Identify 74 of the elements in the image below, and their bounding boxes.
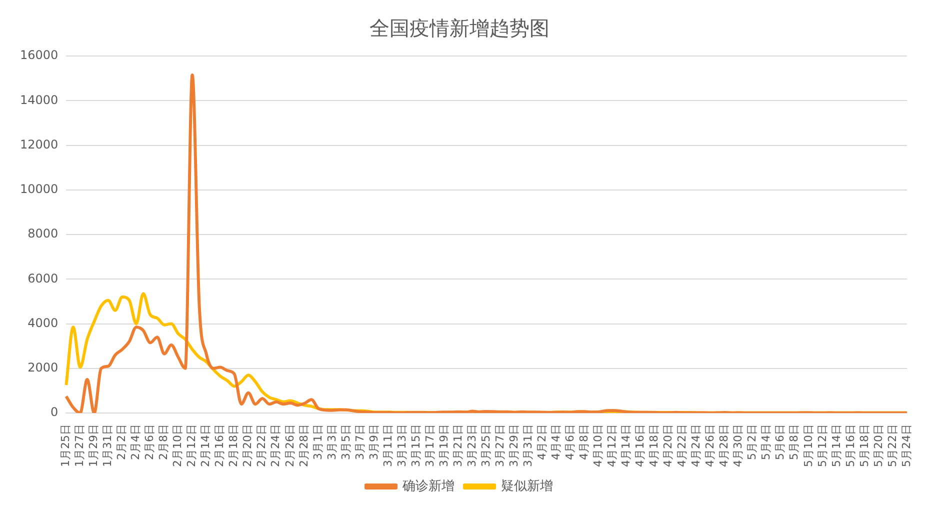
x-tick-label: 3月23日	[465, 424, 478, 468]
x-tick-label: 2月18日	[227, 424, 240, 468]
x-tick-label: 4月30日	[732, 424, 745, 468]
x-tick-label: 3月15日	[409, 424, 422, 468]
y-tick-label: 6000	[28, 271, 58, 286]
x-tick-label: 2月26日	[283, 424, 296, 468]
x-tick-label: 5月4日	[760, 424, 773, 460]
x-tick-label: 5月10日	[802, 424, 815, 468]
legend-label: 确诊新增	[402, 478, 454, 494]
x-tick-label: 3月1日	[311, 424, 324, 460]
x-tick-label: 3月11日	[381, 424, 394, 468]
x-tick-label: 4月6日	[564, 424, 577, 460]
x-tick-label: 2月24日	[269, 424, 282, 468]
x-tick-label: 4月2日	[536, 424, 548, 460]
x-tick-label: 5月12日	[816, 424, 829, 468]
x-tick-label: 3月5日	[339, 424, 352, 460]
x-tick-label: 3月9日	[367, 424, 380, 460]
x-tick-label: 4月28日	[718, 424, 731, 468]
x-tick-label: 4月4日	[550, 424, 563, 460]
x-tick-label: 4月18日	[648, 424, 661, 468]
x-tick-label: 5月14日	[830, 424, 843, 468]
x-tick-label: 4月20日	[662, 424, 675, 468]
x-tick-label: 4月10日	[592, 424, 605, 468]
x-tick-label: 2月10日	[171, 424, 184, 468]
legend-label: 疑似新增	[501, 478, 553, 494]
x-tick-label: 5月8日	[788, 424, 801, 460]
x-tick-label: 5月22日	[886, 424, 899, 468]
x-tick-label: 2月14日	[199, 424, 212, 468]
x-tick-label: 2月22日	[255, 424, 268, 468]
x-tick-label: 4月26日	[704, 424, 717, 468]
x-tick-label: 2月2日	[115, 424, 128, 460]
x-tick-label: 4月12日	[606, 424, 619, 468]
x-tick-label: 3月13日	[395, 424, 408, 468]
x-tick-label: 2月8日	[157, 424, 170, 460]
y-tick-label: 4000	[28, 316, 58, 330]
x-tick-label: 5月16日	[844, 424, 857, 468]
x-tick-label: 3月31日	[521, 424, 534, 468]
x-tick-label: 3月21日	[451, 424, 464, 468]
x-tick-label: 5月6日	[774, 424, 787, 460]
x-tick-label: 4月16日	[634, 424, 647, 468]
x-tick-label: 2月6日	[143, 424, 156, 460]
y-tick-label: 10000	[20, 182, 58, 196]
x-tick-label: 2月4日	[129, 424, 142, 460]
chart-title: 全国疫情新增趋势图	[370, 16, 550, 40]
x-tick-label: 2月12日	[185, 424, 198, 468]
x-tick-label: 1月25日	[59, 424, 72, 468]
line-series	[64, 73, 908, 414]
y-tick-label: 12000	[20, 137, 58, 152]
x-tick-label: 1月31日	[101, 424, 114, 468]
x-tick-label: 5月24日	[900, 424, 913, 468]
x-tick-label: 3月29日	[507, 424, 520, 468]
x-tick-label: 4月24日	[690, 424, 703, 468]
x-tick-label: 2月28日	[297, 424, 310, 468]
x-tick-label: 3月7日	[353, 424, 366, 460]
y-tick-label: 16000	[20, 48, 58, 62]
x-tick-label: 1月29日	[87, 424, 100, 468]
y-tick-label: 8000	[28, 226, 58, 241]
x-tick-label: 5月20日	[872, 424, 885, 468]
x-tick-label: 4月14日	[620, 424, 633, 468]
x-tick-label: 1月27日	[73, 424, 86, 468]
y-tick-label: 14000	[20, 92, 58, 107]
x-tick-label: 4月8日	[578, 424, 591, 460]
y-tick-label: 0	[50, 405, 58, 420]
x-tick-label: 4月22日	[676, 424, 689, 468]
x-tick-label: 3月25日	[479, 424, 492, 468]
x-tick-label: 2月20日	[241, 424, 254, 468]
x-tick-label: 3月3日	[325, 424, 338, 460]
x-tick-label: 5月2日	[746, 424, 759, 460]
x-tick-label: 3月27日	[493, 424, 506, 468]
x-tick-label: 3月17日	[423, 424, 436, 468]
x-tick-label: 2月16日	[213, 424, 226, 468]
y-tick-label: 2000	[28, 360, 58, 375]
x-tick-label: 5月18日	[858, 424, 871, 468]
x-tick-label: 3月19日	[437, 424, 450, 468]
